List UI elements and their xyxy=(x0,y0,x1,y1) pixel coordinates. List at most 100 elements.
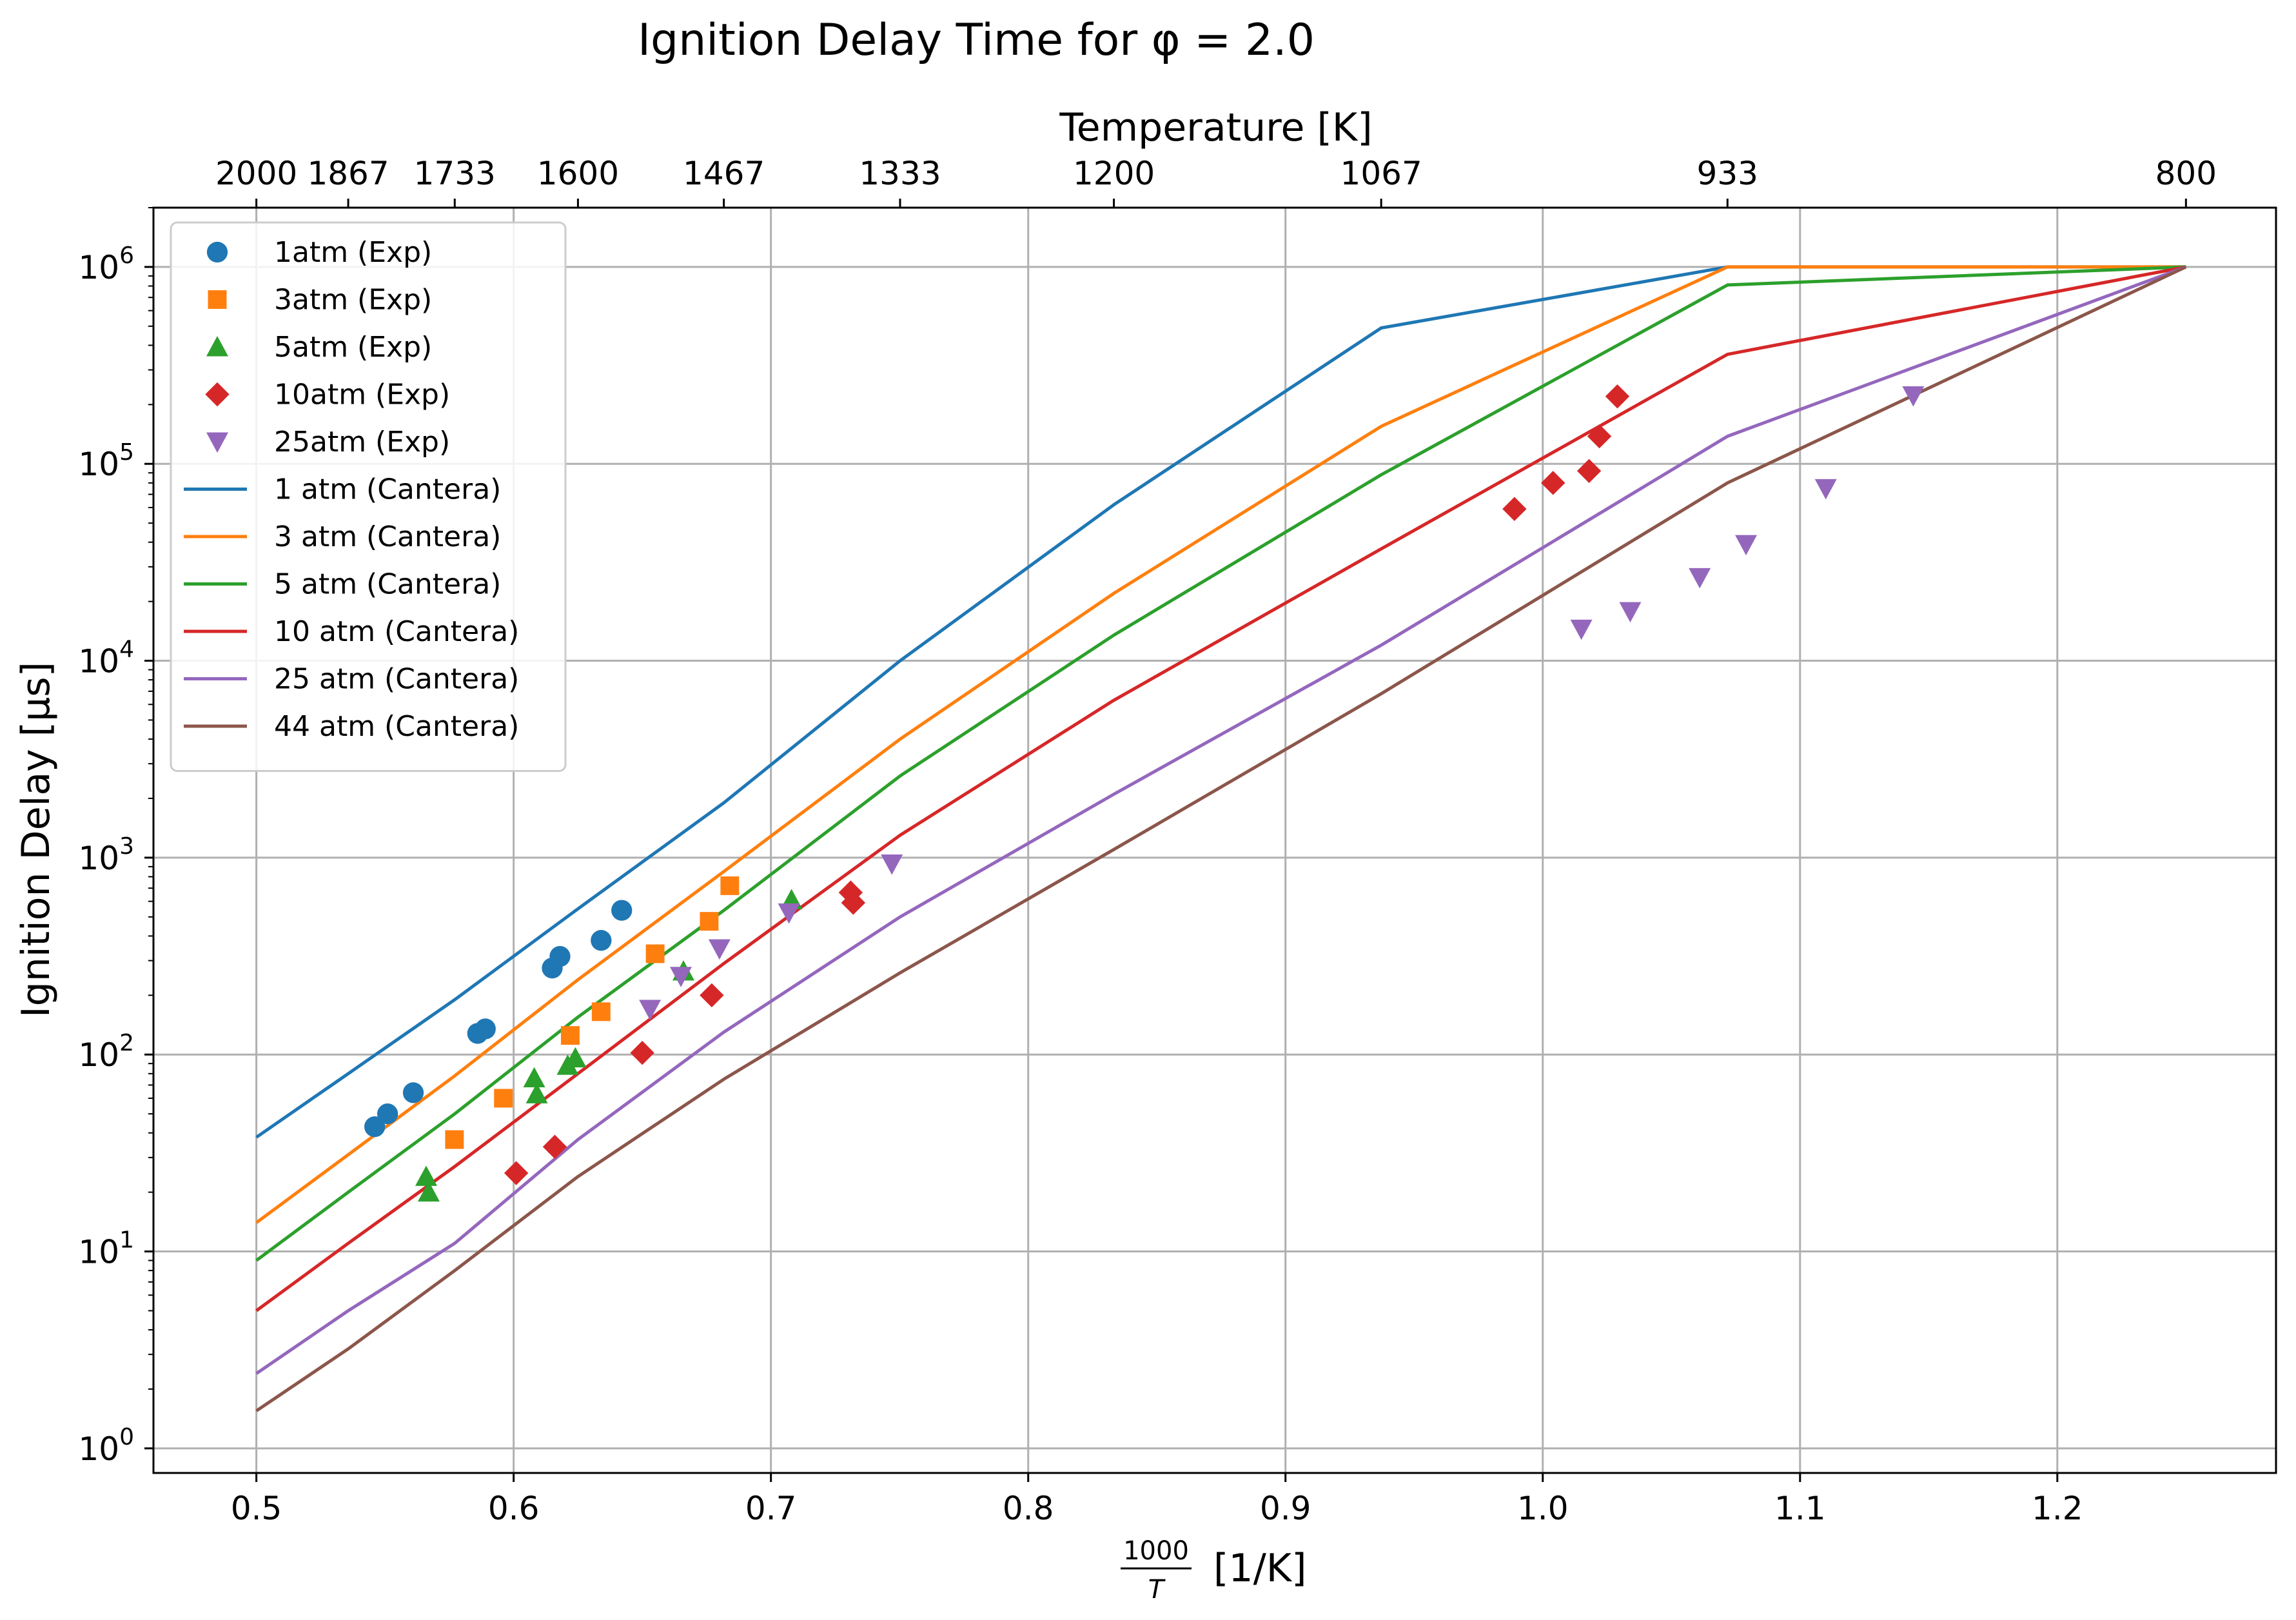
data-point xyxy=(708,939,731,960)
experiment-markers xyxy=(364,384,1925,1202)
legend-marker xyxy=(205,382,230,407)
x-axis-label-denominator: T xyxy=(1148,1575,1166,1605)
x-tick-label: 1.1 xyxy=(1774,1490,1826,1527)
data-point xyxy=(475,1018,496,1040)
legend-label: 5 atm (Cantera) xyxy=(274,568,501,601)
y-tick-label: 100 xyxy=(78,1424,134,1468)
legend-label: 1atm (Exp) xyxy=(274,236,432,269)
data-point xyxy=(417,1181,440,1202)
data-point xyxy=(700,912,719,931)
legend-label: 3 atm (Cantera) xyxy=(274,520,501,553)
data-point xyxy=(881,854,903,875)
data-point xyxy=(504,1161,529,1185)
data-point xyxy=(1619,602,1642,623)
data-point xyxy=(549,945,571,967)
data-point xyxy=(1605,384,1630,409)
data-point xyxy=(670,967,692,987)
data-point xyxy=(645,944,665,963)
data-point xyxy=(525,1083,548,1103)
x-axis-label-unit: [1/K] xyxy=(1213,1546,1307,1591)
legend-label: 10atm (Exp) xyxy=(274,379,450,411)
top-tick-label: 1067 xyxy=(1340,155,1422,192)
data-point xyxy=(1814,479,1837,500)
data-point xyxy=(494,1089,513,1108)
y-tick-label: 106 xyxy=(78,242,134,286)
top-tick-label: 1600 xyxy=(537,155,619,192)
plot-frame xyxy=(152,206,2277,1474)
legend-label: 5atm (Exp) xyxy=(274,331,432,364)
x-axis-label: 1000 T [1/K] xyxy=(1121,1536,1307,1605)
series-line xyxy=(255,265,2187,1412)
data-point xyxy=(402,1082,424,1103)
data-point xyxy=(415,1165,437,1186)
series-line xyxy=(255,265,2186,1262)
legend-label: 44 atm (Cantera) xyxy=(274,710,519,743)
data-point xyxy=(1502,497,1527,521)
legend-label: 3atm (Exp) xyxy=(274,284,432,317)
series-line xyxy=(255,265,2186,1224)
y-tick-label: 102 xyxy=(78,1030,134,1074)
legend-label: 1 atm (Cantera) xyxy=(274,473,501,506)
data-point xyxy=(1902,386,1925,407)
legend-box xyxy=(170,221,567,772)
data-point xyxy=(1689,568,1711,589)
data-point xyxy=(591,1002,611,1022)
top-tick-label: 1200 xyxy=(1073,155,1155,192)
top-tick-label: 1867 xyxy=(307,155,389,192)
axis-ticks: 0.5 0.6 0.7 0.8 0.9 1.0 1.1 1.2 2000 1867 1733 1600… xyxy=(78,155,2217,1527)
data-point xyxy=(1541,471,1565,495)
legend-marker xyxy=(206,432,228,453)
data-point xyxy=(1570,619,1593,640)
x-tick-label: 0.7 xyxy=(745,1490,797,1527)
legend-marker xyxy=(206,241,228,263)
x-tick-label: 1.0 xyxy=(1517,1490,1569,1527)
y-axis-label: Ignition Delay [μs] xyxy=(14,662,59,1018)
x-tick-label: 0.9 xyxy=(1260,1490,1311,1527)
data-point xyxy=(377,1103,398,1125)
x-tick-label: 0.8 xyxy=(1003,1490,1054,1527)
x-tick-label: 0.6 xyxy=(488,1490,540,1527)
data-point xyxy=(611,900,633,921)
data-point xyxy=(639,1000,662,1020)
top-tick-label: 1467 xyxy=(683,155,765,192)
data-point xyxy=(720,876,740,895)
series-line xyxy=(255,265,2186,1139)
data-point xyxy=(841,891,866,915)
series-line xyxy=(255,265,2187,1375)
top-tick-label: 1333 xyxy=(859,155,941,192)
legend: 1atm (Exp) 3atm (Exp) 5atm (Exp) 10atm (Exp… xyxy=(170,221,567,772)
data-point xyxy=(1587,424,1612,449)
data-point xyxy=(1576,459,1602,483)
data-point xyxy=(778,903,800,924)
x-tick-label: 0.5 xyxy=(231,1490,282,1527)
simulation-lines xyxy=(255,265,2187,1412)
data-point xyxy=(630,1040,654,1065)
legend-marker xyxy=(206,336,228,357)
data-point xyxy=(700,983,724,1007)
x-axis-label-numerator: 1000 xyxy=(1123,1536,1189,1566)
top-tick-label: 1733 xyxy=(414,155,496,192)
y-tick-label: 103 xyxy=(78,833,134,877)
legend-label: 25 atm (Cantera) xyxy=(274,663,519,696)
data-point xyxy=(364,1116,386,1138)
chart-title: Ignition Delay Time for φ = 2.0 xyxy=(638,15,1315,66)
data-point xyxy=(445,1130,464,1149)
data-point xyxy=(591,930,612,951)
data-point xyxy=(560,1026,580,1045)
y-tick-label: 105 xyxy=(78,439,134,483)
top-tick-label: 800 xyxy=(2155,155,2217,192)
top-tick-label: 933 xyxy=(1697,155,1758,192)
y-tick-label: 101 xyxy=(78,1227,134,1271)
data-point xyxy=(523,1067,545,1088)
legend-label: 10 atm (Cantera) xyxy=(274,615,519,648)
data-point xyxy=(1734,535,1757,556)
legend-marker xyxy=(208,290,227,309)
legend-label: 25atm (Exp) xyxy=(274,426,450,459)
top-x-axis-label: Temperature [K] xyxy=(1059,105,1372,150)
top-tick-label: 2000 xyxy=(215,155,297,192)
series-line xyxy=(255,265,2186,1312)
y-tick-label: 104 xyxy=(78,637,134,680)
data-point xyxy=(542,1134,567,1159)
data-point xyxy=(564,1047,587,1068)
